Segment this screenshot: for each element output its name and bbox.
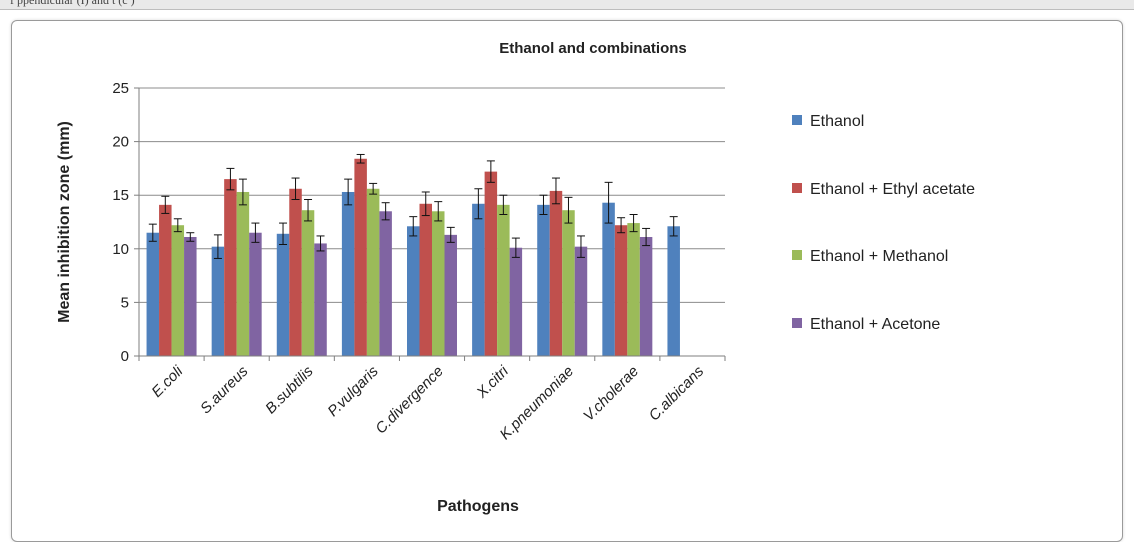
top-caption-strip: f ppendicular (I) and t (c ) — [0, 0, 1134, 10]
bar — [562, 210, 575, 356]
axes — [134, 87, 726, 361]
bar — [484, 171, 498, 356]
bar — [171, 225, 185, 356]
bar — [667, 226, 680, 356]
y-tick-label: 10 — [112, 241, 129, 258]
bar — [159, 204, 172, 356]
bar — [366, 188, 380, 356]
bar — [276, 233, 290, 356]
bar — [574, 246, 588, 356]
legend-swatch — [792, 115, 802, 125]
x-axis-label: Pathogens — [437, 498, 519, 515]
bar — [627, 223, 640, 356]
y-tick-label: 20 — [112, 134, 129, 151]
bar — [639, 237, 653, 356]
legend-swatch — [792, 250, 802, 260]
bar — [184, 237, 197, 356]
bars — [146, 158, 680, 356]
bar — [602, 202, 615, 356]
x-category-label: X.citri — [473, 362, 513, 402]
bar — [301, 210, 315, 356]
x-category-label: B.subtilis — [262, 362, 317, 417]
bar — [407, 226, 420, 356]
legend-swatch — [792, 318, 802, 328]
x-category-label: E.coli — [148, 362, 186, 400]
bar — [314, 243, 327, 356]
bar — [249, 232, 262, 356]
y-tick-label: 15 — [112, 187, 129, 204]
chart-title: Ethanol and combinations — [499, 40, 687, 57]
bar — [537, 204, 550, 356]
bar — [509, 247, 523, 356]
legend-label: Ethanol + Ethyl acetate — [810, 181, 975, 198]
legend: Ethanol Ethanol + Ethyl acetate Ethanol + … — [792, 113, 975, 333]
x-category-label: V.cholerae — [580, 363, 642, 425]
y-tick-label: 5 — [121, 294, 129, 311]
legend-swatch — [792, 183, 802, 193]
y-tick-labels: 0 5 10 15 20 25 — [112, 80, 129, 365]
bar — [614, 225, 628, 356]
x-category-label: C.divergence — [372, 363, 447, 438]
legend-label: Ethanol + Acetone — [810, 316, 940, 333]
bar — [472, 203, 485, 356]
y-axis-label: Mean inhibition zone (mm) — [56, 121, 73, 323]
legend-label: Ethanol + Methanol — [810, 248, 948, 265]
top-caption: f ppendicular (I) and t (c ) — [10, 0, 135, 7]
bar-chart: 0 5 10 15 20 25 E.coli S.aureus B.subtilis P.vul… — [56, 40, 975, 515]
bar — [236, 191, 250, 356]
x-category-label: C.albicans — [646, 362, 708, 424]
x-category-labels: E.coli S.aureus B.subtilis P.vulgarisC.dive… — [148, 362, 707, 443]
bar — [497, 204, 510, 356]
bar — [211, 246, 225, 356]
bar — [419, 203, 432, 356]
y-tick-label: 25 — [112, 80, 129, 97]
error-bars — [148, 153, 678, 259]
bar — [289, 188, 302, 356]
x-category-label: P.vulgaris — [324, 362, 382, 420]
bar — [444, 234, 457, 356]
bar — [146, 232, 160, 356]
bar — [549, 190, 563, 356]
x-category-label: S.aureus — [197, 362, 252, 417]
y-tick-label: 0 — [121, 348, 129, 365]
bar — [354, 158, 367, 356]
legend-label: Ethanol — [810, 113, 864, 130]
bar — [224, 179, 237, 356]
bar — [432, 211, 445, 356]
bar — [341, 191, 355, 356]
bar — [379, 211, 392, 356]
